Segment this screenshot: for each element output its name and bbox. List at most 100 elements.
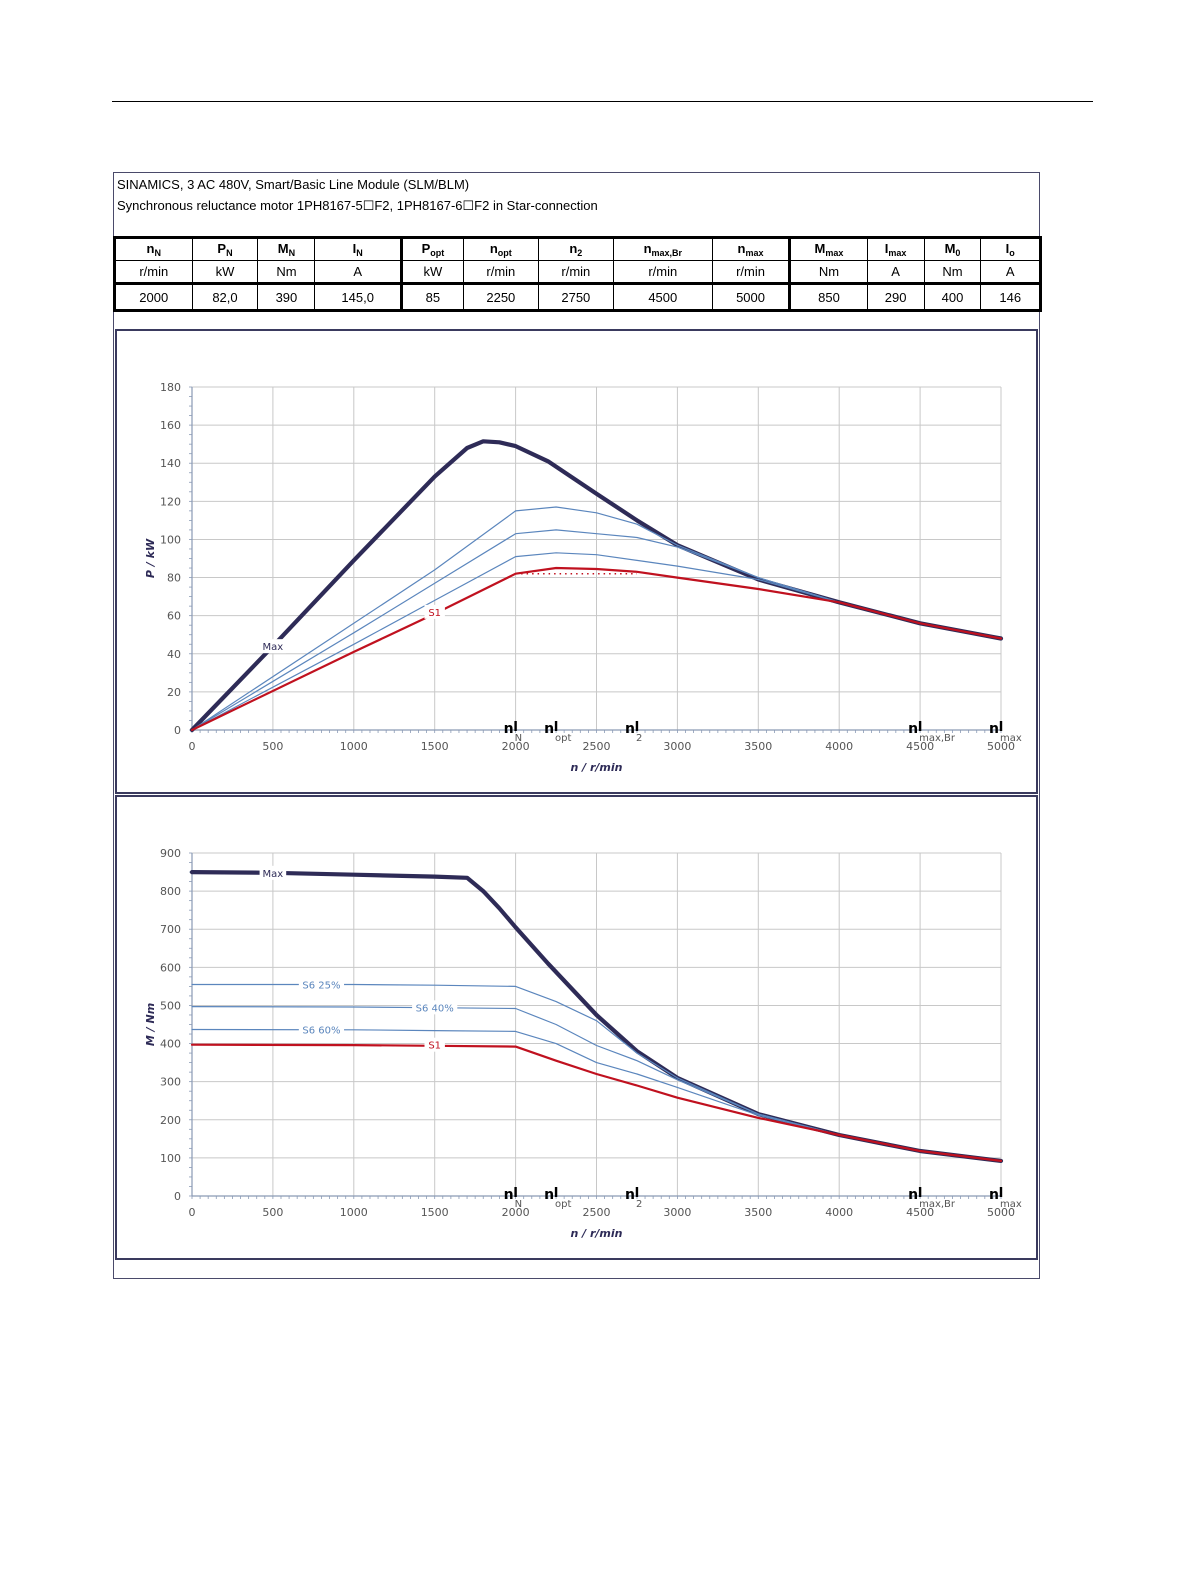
c0-y-tick-label: 40 xyxy=(167,648,181,661)
spec-value-8: 5000 xyxy=(711,282,792,312)
spec-unit-3: A xyxy=(314,260,403,284)
spec-symbol-9: Mmax xyxy=(789,236,868,261)
c0-speed-marker-sub: N xyxy=(515,733,522,744)
c1-x-tick-label: 2000 xyxy=(502,1206,530,1219)
c0-x-tick-label: 4500 xyxy=(906,740,934,753)
spec-value-7: 4500 xyxy=(612,282,713,312)
spec-value-10: 290 xyxy=(866,282,925,312)
c1-y-tick-label: 100 xyxy=(160,1152,181,1165)
torque-chart-panel: 0 500 1000 1500 2000 2500 3000 3500 4000 4500 5000… xyxy=(115,795,1038,1260)
c0-series-label: S1 xyxy=(428,608,441,619)
spec-unit-2: Nm xyxy=(257,260,316,284)
spec-value-6: 2750 xyxy=(537,282,614,312)
c1-series-label-bg xyxy=(298,1022,345,1037)
header-line-1: SINAMICS, 3 AC 480V, Smart/Basic Line Mo… xyxy=(117,177,470,192)
power-chart: 0 500 1000 1500 2000 2500 3000 3500 4000 4500 5000… xyxy=(144,381,1022,774)
c1-y-tick-label: 400 xyxy=(160,1038,181,1051)
c0-y-tick-label: 80 xyxy=(167,572,181,585)
c1-x-tick-label: 5000 xyxy=(987,1206,1015,1219)
c1-speed-marker-sub: opt xyxy=(555,1199,571,1210)
c1-x-tick-label: 4000 xyxy=(825,1206,853,1219)
c1-speed-marker-label: n xyxy=(908,1187,918,1203)
spec-table: nN PN MN IN Popt nopt n2 nmax,Br nmax Mmax Imax M0 I… xyxy=(113,236,1042,312)
spec-symbol-11: M0 xyxy=(923,236,982,261)
c1-speed-marker-sub: N xyxy=(515,1199,522,1210)
spec-symbol-0: nN xyxy=(113,236,193,261)
spec-unit-1: kW xyxy=(191,260,259,284)
c0-y-tick-label: 60 xyxy=(167,610,181,623)
spec-unit-4: kW xyxy=(400,260,464,284)
c1-series-label: S6 40% xyxy=(416,1003,454,1014)
spec-symbol-8: nmax xyxy=(711,236,792,261)
c1-series-label-bg xyxy=(259,865,287,880)
c1-series-label-bg xyxy=(298,977,345,992)
c0-speed-marker-label: n xyxy=(504,721,514,737)
c1-x-tick-label: 3500 xyxy=(744,1206,772,1219)
top-rule xyxy=(112,101,1093,102)
spec-symbol-2: MN xyxy=(257,236,316,261)
spec-value-12: 146 xyxy=(980,282,1042,312)
c1-speed-marker-label: n xyxy=(504,1187,514,1203)
spec-names-row: nN PN MN IN Popt nopt n2 nmax,Br nmax Mmax Imax M0 I… xyxy=(113,236,1042,261)
c1-speed-marker-sub: 2 xyxy=(636,1199,642,1210)
c1-y-tick-label: 800 xyxy=(160,885,181,898)
spec-unit-12: A xyxy=(980,260,1042,284)
c0-speed-marker-sub: 2 xyxy=(636,733,642,744)
spec-symbol-10: Imax xyxy=(866,236,925,261)
c0-series-label-bg xyxy=(424,604,445,619)
spec-unit-9: Nm xyxy=(789,260,868,284)
c0-x-tick-label: 3500 xyxy=(744,740,772,753)
spec-symbol-1: PN xyxy=(191,236,259,261)
power-chart-panel: 0 500 1000 1500 2000 2500 3000 3500 4000 4500 5000… xyxy=(115,329,1038,794)
c0-speed-marker-label: n xyxy=(544,721,554,737)
c1-series-s1 xyxy=(190,1043,1003,1162)
c0-y-tick-label: 100 xyxy=(160,533,181,546)
c1-y-tick-label: 600 xyxy=(160,961,181,974)
spec-value-2: 390 xyxy=(257,282,316,312)
c0-y-axis-title: P / kW xyxy=(144,538,157,578)
c1-y-tick-label: 200 xyxy=(160,1114,181,1127)
c0-x-tick-label: 1000 xyxy=(340,740,368,753)
c0-series-s1 xyxy=(190,566,1003,732)
spec-unit-10: A xyxy=(866,260,925,284)
c1-series-label-bg xyxy=(412,1000,458,1015)
datasheet-frame xyxy=(113,172,1040,1279)
c0-x-tick-label: 5000 xyxy=(987,740,1015,753)
c1-x-tick-label: 0 xyxy=(189,1206,196,1219)
c0-x-tick-label: 2500 xyxy=(583,740,611,753)
c0-x-tick-label: 3000 xyxy=(663,740,691,753)
c0-speed-marker-sub: opt xyxy=(555,733,571,744)
c1-x-tick-label: 4500 xyxy=(906,1206,934,1219)
spec-symbol-3: IN xyxy=(314,236,403,261)
spec-values-row: 2000 82,0 390 145,0 85 2250 2750 4500 5000 850 290… xyxy=(113,282,1042,312)
c0-speed-marker-label: n xyxy=(908,721,918,737)
c0-x-tick-label: 1500 xyxy=(421,740,449,753)
spec-unit-5: r/min xyxy=(462,260,539,284)
spec-symbol-6: n2 xyxy=(537,236,614,261)
c0-speed-marker-label: n xyxy=(989,721,999,737)
spec-symbol-4: Popt xyxy=(400,236,464,261)
spec-unit-6: r/min xyxy=(537,260,614,284)
c1-x-tick-label: 1500 xyxy=(421,1206,449,1219)
c1-series-label-bg xyxy=(424,1037,445,1052)
c0-y-tick-label: 160 xyxy=(160,419,181,432)
c1-y-tick-label: 300 xyxy=(160,1076,181,1089)
c0-speed-marker-label: n xyxy=(625,721,635,737)
spec-symbol-7: nmax,Br xyxy=(612,236,713,261)
c1-x-tick-label: 500 xyxy=(262,1206,283,1219)
c0-speed-marker-sub: max,Br xyxy=(919,733,956,744)
c1-x-tick-label: 2500 xyxy=(583,1206,611,1219)
c0-speed-marker-sub: max xyxy=(1000,733,1022,744)
c0-series-label: Max xyxy=(263,642,284,653)
c1-series-label: S6 60% xyxy=(302,1025,340,1036)
c0-y-tick-label: 180 xyxy=(160,381,181,394)
c0-y-tick-label: 120 xyxy=(160,495,181,508)
torque-chart: 0 500 1000 1500 2000 2500 3000 3500 4000 4500 5000… xyxy=(144,847,1022,1240)
spec-value-4: 85 xyxy=(400,282,464,312)
spec-value-5: 2250 xyxy=(462,282,539,312)
c0-x-axis-title: n / r/min xyxy=(570,761,622,774)
spec-symbol-12: Io xyxy=(980,236,1042,261)
c1-series-label: S6 25% xyxy=(302,980,340,991)
spec-unit-8: r/min xyxy=(711,260,792,284)
